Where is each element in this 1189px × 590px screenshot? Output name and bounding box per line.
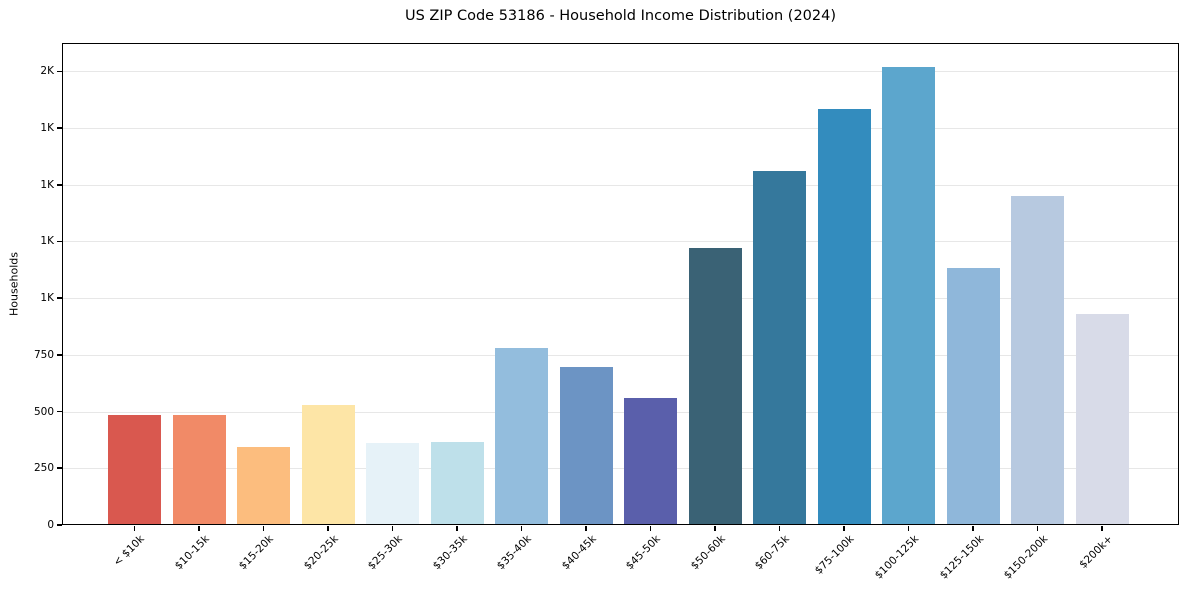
y-tick-label: 0 xyxy=(47,519,54,531)
y-tick-mark xyxy=(57,524,62,526)
bar xyxy=(301,404,355,525)
bar xyxy=(1075,314,1129,525)
bar xyxy=(882,66,936,525)
x-tick-label: < $10k xyxy=(111,533,148,569)
x-tick-label: $200k+ xyxy=(1076,533,1115,571)
y-tick-mark xyxy=(57,297,62,299)
y-tick-label: 2K xyxy=(40,65,54,78)
gridline xyxy=(62,354,1179,356)
y-tick-label: 250 xyxy=(33,462,54,475)
bar xyxy=(817,108,871,525)
bar xyxy=(495,348,549,525)
y-tick-mark xyxy=(57,354,62,356)
gridline xyxy=(62,241,1179,243)
bar xyxy=(366,443,420,525)
x-tick-label: $20-25k xyxy=(301,533,341,573)
gridline xyxy=(62,468,1179,470)
x-tick-label: $40-45k xyxy=(559,533,599,573)
bar xyxy=(237,446,291,525)
gridline xyxy=(62,411,1179,413)
y-tick-mark xyxy=(57,183,62,186)
x-tick-label: $100-125k xyxy=(872,533,922,582)
bar xyxy=(688,248,742,525)
x-tick-label: $75-100k xyxy=(812,533,857,577)
x-tick-mark xyxy=(520,526,523,531)
plot-area xyxy=(62,43,1179,525)
y-tick-label: 1K xyxy=(40,292,54,305)
x-tick-label: $15-20k xyxy=(237,533,277,573)
x-tick-mark xyxy=(327,526,329,531)
bar xyxy=(559,367,613,525)
y-tick-mark xyxy=(57,467,62,470)
y-axis-label: Households xyxy=(7,252,21,316)
chart-title: US ZIP Code 53186 - Household Income Dis… xyxy=(404,8,837,24)
y-tick-mark xyxy=(57,127,62,129)
bar xyxy=(430,442,484,525)
y-tick-label: 1K xyxy=(40,235,54,248)
x-tick-mark xyxy=(456,526,458,531)
y-tick-mark xyxy=(57,70,62,73)
x-tick-label: $150-200k xyxy=(1001,533,1051,582)
bar xyxy=(624,397,678,525)
x-tick-label: $10-15k xyxy=(172,533,212,573)
bar xyxy=(108,414,162,525)
x-tick-label: $125-150k xyxy=(937,533,986,582)
x-tick-mark xyxy=(778,526,781,531)
x-tick-label: $45-50k xyxy=(624,533,664,573)
x-tick-mark xyxy=(585,526,587,531)
x-tick-mark xyxy=(649,526,652,531)
y-tick-label: 500 xyxy=(33,405,54,418)
gridline xyxy=(62,71,1179,73)
x-tick-mark xyxy=(1036,526,1039,531)
x-tick-label: $30-35k xyxy=(430,533,470,573)
x-tick-label: $35-40k xyxy=(495,533,535,573)
y-tick-mark xyxy=(57,410,62,413)
x-tick-mark xyxy=(907,526,910,531)
y-tick-mark xyxy=(57,240,62,243)
gridline xyxy=(62,298,1179,300)
x-tick-mark xyxy=(972,526,974,531)
x-tick-label: $50-60k xyxy=(688,533,728,573)
x-tick-label: $25-30k xyxy=(366,533,406,573)
x-tick-mark xyxy=(262,526,265,531)
x-tick-label: $60-75k xyxy=(753,533,793,573)
x-tick-mark xyxy=(843,526,845,531)
y-tick-label: 1K xyxy=(40,122,54,135)
gridline xyxy=(62,128,1179,130)
x-tick-mark xyxy=(391,526,394,531)
x-tick-mark xyxy=(714,526,716,531)
y-tick-label: 1K xyxy=(40,178,54,191)
x-tick-mark xyxy=(1101,526,1103,531)
x-tick-mark xyxy=(133,526,136,531)
bar xyxy=(946,267,1000,525)
bar xyxy=(172,414,226,525)
y-tick-label: 750 xyxy=(33,348,54,361)
bar xyxy=(1011,196,1065,525)
bar xyxy=(753,171,807,525)
gridline xyxy=(62,184,1179,186)
x-tick-mark xyxy=(198,526,200,531)
